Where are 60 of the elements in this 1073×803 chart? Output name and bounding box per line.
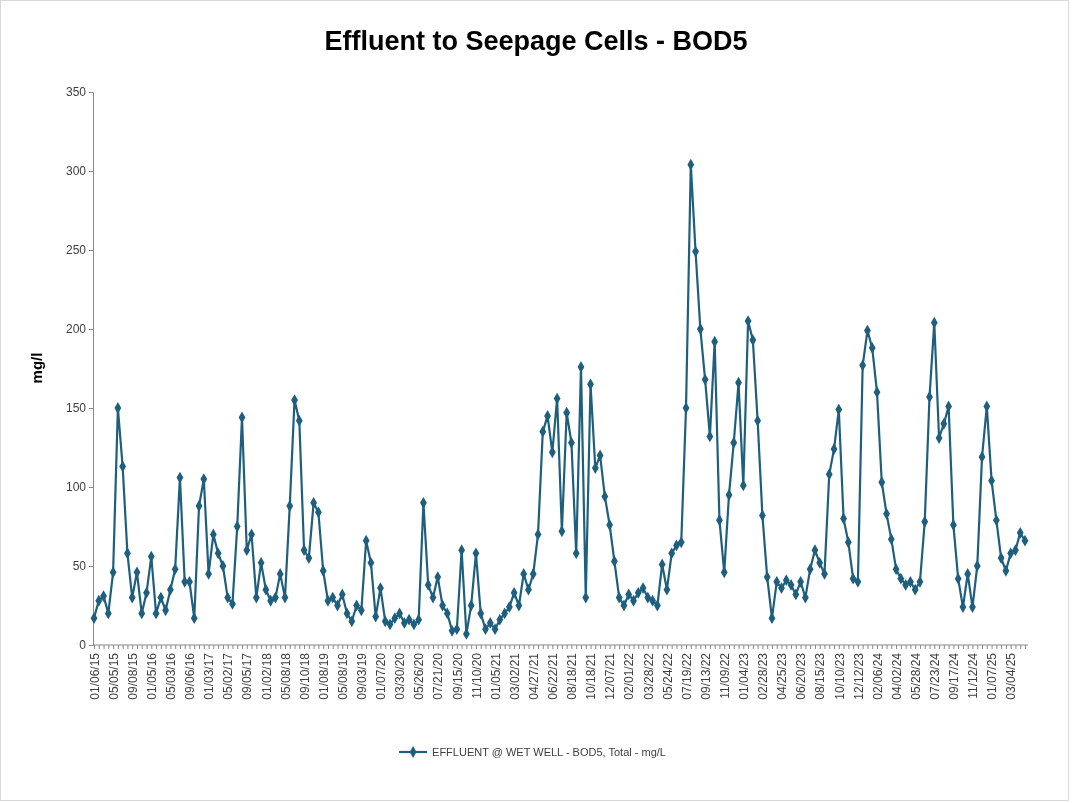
x-tick-label: 11/10/20: [469, 652, 484, 699]
x-tick-label: 05/03/16: [164, 652, 179, 700]
x-tick-label: 09/17/24: [947, 652, 962, 700]
x-tick-label: 09/08/15: [125, 652, 140, 700]
x-tick-label: 05/05/15: [106, 652, 121, 700]
x-tick-label: 01/03/17: [202, 652, 217, 700]
x-tick-label: 08/15/23: [813, 652, 828, 700]
y-tick-label: 150: [65, 401, 87, 416]
x-tick-label: 07/19/22: [679, 652, 694, 700]
y-tick-label: 0: [79, 638, 87, 653]
legend-label: EFFLUENT @ WET WELL - BOD5, Total - mg/L: [432, 746, 666, 758]
x-tick-label: 09/13/22: [698, 652, 713, 700]
x-tick-label: 04/02/24: [889, 652, 904, 700]
x-tick-label: 01/05/21: [488, 652, 503, 700]
x-tick-label: 03/28/22: [641, 652, 656, 700]
x-tick-label: 03/04/25: [1004, 652, 1019, 700]
x-tick-label: 10/18/21: [584, 652, 599, 700]
x-tick-label: 03/02/21: [507, 652, 522, 700]
x-tick-label: 09/03/19: [355, 652, 370, 700]
x-tick-label: 09/15/20: [450, 652, 465, 700]
x-tick-label: 10/10/23: [832, 652, 847, 700]
x-tick-label: 05/26/20: [412, 652, 427, 700]
y-tick-label: 300: [65, 164, 87, 179]
y-tick-label: 350: [65, 85, 87, 100]
x-tick-label: 09/06/16: [183, 652, 198, 700]
x-tick-label: 01/06/15: [87, 652, 102, 700]
x-tick-label: 04/25/23: [775, 652, 790, 700]
x-tick-label: 07/21/20: [431, 652, 446, 700]
y-tick-label: 50: [72, 559, 87, 574]
x-tick-label: 05/24/22: [660, 652, 675, 700]
x-tick-label: 02/28/23: [756, 652, 771, 700]
y-tick-label: 250: [65, 243, 87, 258]
x-tick-label: 05/28/24: [908, 652, 923, 700]
x-tick-label: 12/12/23: [851, 652, 866, 700]
x-tick-label: 08/18/21: [565, 652, 580, 700]
x-tick-label: 07/23/24: [927, 652, 942, 700]
x-tick-label: 12/07/21: [603, 652, 618, 700]
x-tick-label: 05/08/19: [335, 652, 350, 700]
y-tick-label: 200: [65, 322, 87, 337]
x-tick-label: 05/08/18: [278, 652, 293, 700]
chart-title: Effluent to Seepage Cells - BOD5: [324, 26, 748, 56]
x-tick-label: 05/02/17: [221, 652, 236, 700]
x-tick-label: 01/08/19: [316, 652, 331, 700]
x-tick-label: 06/22/21: [546, 652, 561, 700]
x-tick-label: 03/30/20: [393, 652, 408, 700]
x-tick-label: 01/02/18: [259, 652, 274, 700]
y-axis-title: mg/l: [28, 352, 45, 384]
x-tick-label: 02/01/22: [622, 652, 637, 700]
x-tick-label: 04/27/21: [526, 652, 541, 700]
x-tick-label: 02/06/24: [870, 652, 885, 700]
x-tick-label: 01/07/20: [374, 652, 389, 700]
x-tick-label: 01/04/23: [737, 652, 752, 700]
x-tick-label: 01/07/25: [985, 652, 1000, 700]
x-tick-label: 11/12/24: [966, 652, 981, 699]
x-tick-label: 11/09/22: [717, 652, 732, 699]
x-tick-label: 01/05/16: [144, 652, 159, 700]
x-tick-label: 06/20/23: [794, 652, 809, 700]
x-tick-label: 09/05/17: [240, 652, 255, 700]
y-tick-label: 100: [65, 480, 87, 495]
x-tick-label: 09/10/18: [297, 652, 312, 700]
